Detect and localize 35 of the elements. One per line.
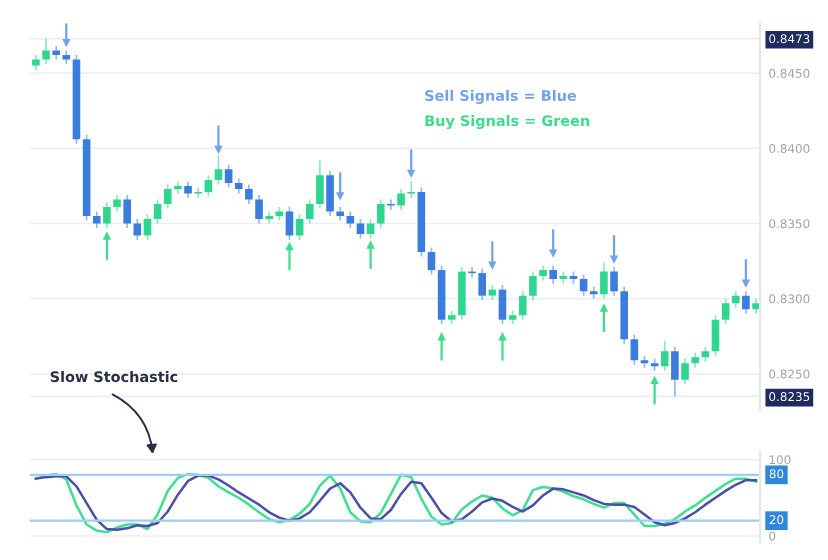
candlestick <box>539 264 547 282</box>
point <box>437 332 446 341</box>
candlestick <box>691 351 699 369</box>
candlestick <box>559 270 568 285</box>
point <box>285 241 294 251</box>
candlestick <box>265 210 273 225</box>
point <box>599 303 609 312</box>
point <box>214 145 223 154</box>
candlestick <box>92 210 101 229</box>
point <box>336 192 345 201</box>
candlestick <box>488 284 497 301</box>
point <box>609 255 619 264</box>
candlestick <box>174 180 182 195</box>
point <box>498 332 507 341</box>
candlestick <box>234 177 243 195</box>
candlestick <box>113 194 121 213</box>
candlestick <box>701 345 710 363</box>
point <box>366 240 375 249</box>
point <box>488 261 497 270</box>
candlestick <box>589 285 598 300</box>
candlestick <box>32 54 40 71</box>
point <box>62 38 71 48</box>
point <box>741 279 751 288</box>
candlestick <box>447 309 456 326</box>
candlestick <box>336 206 344 222</box>
point <box>549 249 558 258</box>
point <box>102 231 112 240</box>
candlestick <box>52 45 60 61</box>
candlestick <box>752 297 760 315</box>
candlestick <box>184 180 192 199</box>
candlestick <box>731 290 740 309</box>
point <box>650 375 659 385</box>
candlestick <box>275 206 284 222</box>
point <box>407 169 416 179</box>
candlestick <box>62 49 71 65</box>
